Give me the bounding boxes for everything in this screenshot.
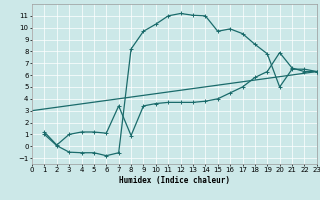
- X-axis label: Humidex (Indice chaleur): Humidex (Indice chaleur): [119, 176, 230, 185]
